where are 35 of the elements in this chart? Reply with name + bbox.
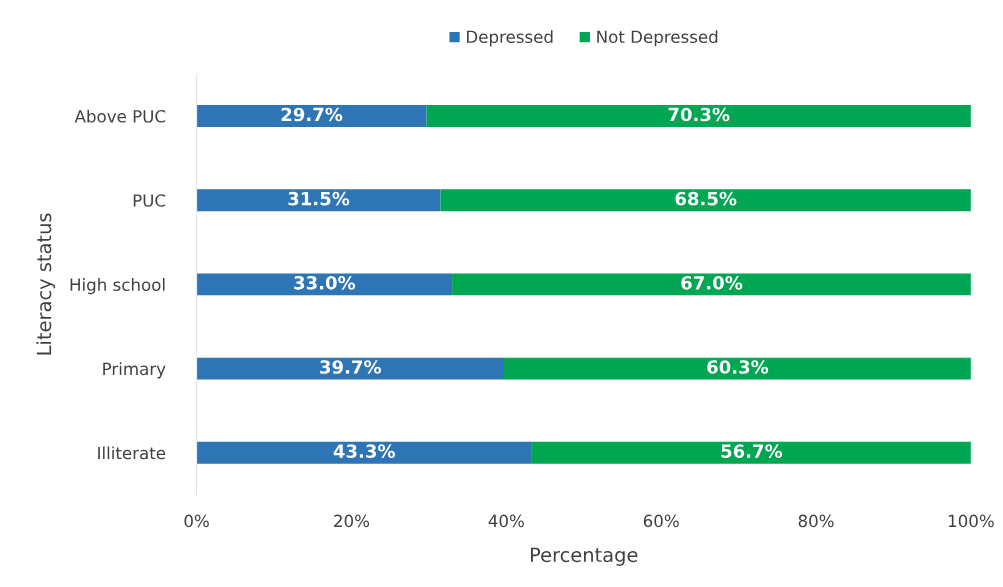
data-label: 70.3% — [668, 107, 730, 122]
x-tick-label: 0% — [184, 514, 209, 528]
bar — [196, 105, 427, 127]
bar — [452, 273, 971, 296]
data-label: 43.3% — [333, 444, 395, 458]
data-label: 68.5% — [675, 191, 737, 206]
x-tick-label: 60% — [643, 514, 679, 528]
data-label: 39.7% — [320, 360, 382, 374]
bar — [196, 273, 453, 296]
bar — [503, 357, 971, 380]
bar — [440, 189, 971, 212]
legend-label: Depressed — [467, 30, 553, 47]
bar — [196, 441, 532, 464]
x-tick-label: 80% — [798, 514, 834, 528]
data-label: 60.3% — [707, 360, 769, 374]
data-label: 67.0% — [681, 275, 743, 290]
y-tick-label: Above PUC — [74, 109, 166, 123]
data-label: 33.0% — [294, 275, 356, 290]
legend-label: Not Depressed — [597, 30, 718, 47]
bar — [196, 189, 441, 212]
y-tick-label: High school — [70, 278, 165, 295]
x-tick-label: 100% — [948, 514, 994, 528]
data-label: 29.7% — [281, 107, 343, 122]
bar — [196, 357, 504, 380]
data-label: 31.5% — [288, 191, 350, 206]
x-axis-title: Percentage — [530, 547, 638, 566]
y-tick-label: Illiterate — [98, 446, 166, 460]
y-tick-label: PUC — [133, 194, 166, 207]
y-tick-label: Primary — [103, 362, 166, 379]
x-tick-label: 40% — [488, 514, 524, 528]
bar — [426, 105, 971, 127]
bar — [531, 441, 971, 464]
y-axis-title: Literacy status — [36, 213, 56, 355]
x-tick-label: 20% — [334, 514, 370, 528]
data-label: 56.7% — [721, 444, 783, 458]
